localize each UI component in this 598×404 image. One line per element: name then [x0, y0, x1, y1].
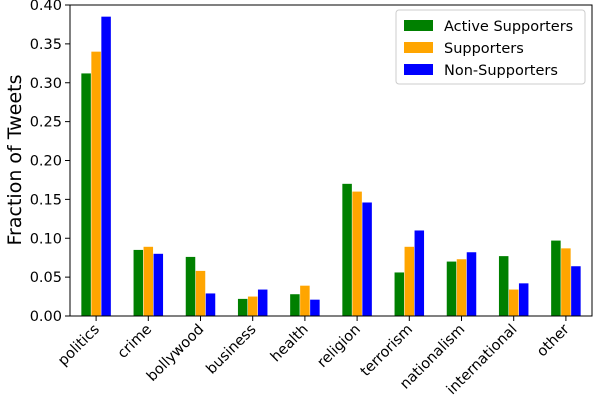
- bar-politics-2: [101, 16, 111, 316]
- bar-other-2: [571, 266, 581, 316]
- x-tick-label-health: health: [268, 322, 312, 366]
- bar-business-0: [237, 298, 248, 316]
- bar-bollywood-0: [185, 256, 196, 316]
- bar-religion-0: [342, 183, 352, 316]
- legend-box: [395, 9, 586, 85]
- y-tick-label: 0.40: [30, 0, 62, 14]
- bar-other-0: [551, 240, 561, 316]
- y-tick-label: 0.00: [30, 309, 62, 325]
- bar-bollywood-1: [195, 270, 206, 316]
- y-tick-label: 0.05: [30, 270, 62, 286]
- bar-nationalism-0: [446, 261, 457, 316]
- bar-international-2: [518, 283, 529, 316]
- y-tick-label: 0.15: [30, 192, 62, 208]
- x-tick-label-politics: politics: [55, 322, 103, 370]
- bar-business-2: [257, 289, 268, 316]
- x-tick-label-bollywood: bollywood: [144, 322, 207, 385]
- bar-terrorism-2: [414, 230, 425, 316]
- x-tick-label-other: other: [534, 321, 573, 360]
- bar-terrorism-1: [404, 246, 415, 316]
- bar-health-1: [300, 285, 310, 316]
- legend-label: Supporters: [444, 41, 524, 57]
- y-tick-label: 0.20: [30, 154, 62, 170]
- bar-crime-1: [143, 246, 154, 316]
- bar-other-1: [561, 248, 571, 316]
- bar-bollywood-2: [205, 293, 216, 316]
- legend-swatch: [404, 42, 433, 53]
- x-tick-label-religion: religion: [314, 322, 363, 371]
- bar-international-0: [498, 256, 509, 316]
- legend: Active Supporters Supporters Non-Supporter…: [395, 9, 586, 85]
- bar-politics-1: [91, 51, 101, 317]
- bar-terrorism-0: [394, 272, 405, 316]
- legend-label: Non-Supporters: [444, 63, 558, 79]
- y-axis: 0.00 0.05 0.10 0.15 0.20 0.25 0.30 0.35 0.40: [30, 0, 70, 325]
- bar-nationalism-1: [456, 259, 467, 316]
- y-tick-label: 0.35: [30, 37, 62, 53]
- y-tick-label: 0.25: [30, 115, 62, 131]
- bar-business-1: [247, 296, 258, 316]
- x-tick-label-business: business: [204, 322, 260, 378]
- bar-nationalism-2: [466, 252, 477, 316]
- x-tick-label-crime: crime: [115, 321, 155, 361]
- y-axis-title: Fraction of Tweets: [4, 75, 26, 246]
- legend-label: Active Supporters: [444, 19, 573, 35]
- bar-politics-0: [81, 73, 91, 316]
- legend-swatch: [404, 20, 433, 31]
- y-tick-label: 0.10: [30, 231, 62, 247]
- bar-health-2: [310, 299, 320, 316]
- legend-swatch: [404, 64, 433, 75]
- bar-religion-1: [352, 191, 362, 316]
- bar-health-0: [290, 294, 300, 316]
- bar-crime-2: [153, 253, 164, 316]
- bar-international-1: [508, 289, 519, 316]
- bar-religion-2: [362, 202, 372, 316]
- bar-crime-0: [133, 249, 144, 316]
- y-tick-label: 0.30: [30, 76, 62, 92]
